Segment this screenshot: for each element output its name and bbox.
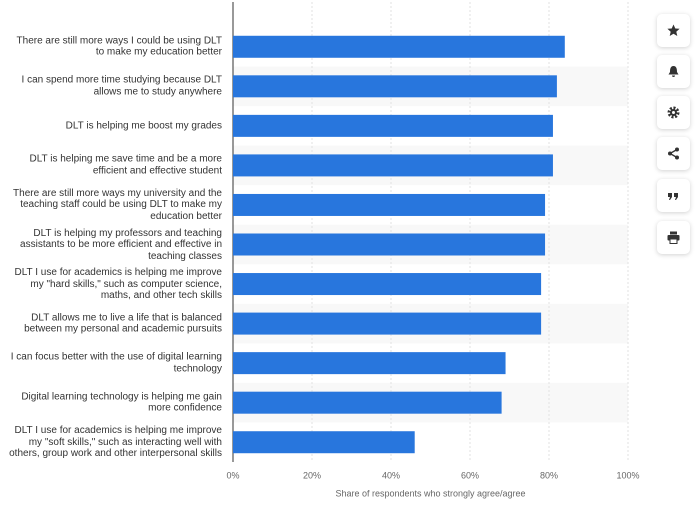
bar	[233, 352, 506, 375]
category-label: Digital learning technology is helping m…	[21, 391, 222, 414]
x-tick-label: 40%	[382, 470, 400, 480]
share-button[interactable]	[657, 137, 690, 170]
x-tick-label: 80%	[540, 470, 558, 480]
cite-button[interactable]	[657, 179, 690, 212]
icon	[667, 24, 680, 36]
icon	[667, 106, 680, 119]
bar	[233, 273, 542, 296]
category-label: I can spend more time studying because D…	[21, 74, 222, 98]
bar	[233, 114, 553, 137]
bar	[233, 193, 546, 216]
bar	[233, 312, 542, 335]
bar	[233, 391, 502, 414]
x-tick-label: 100%	[616, 470, 639, 480]
bar	[233, 431, 415, 454]
chart: 0% 20% 40% 60% 80% 100% Share of respondents w…	[226, 2, 640, 498]
x-tick-label: 60%	[461, 470, 479, 480]
category-label: DLT is helping me save time and be a mor…	[29, 153, 222, 177]
icon	[668, 193, 678, 200]
bar	[233, 35, 565, 58]
category-label: I can focus better with the use of digit…	[10, 351, 222, 375]
print-button[interactable]	[657, 221, 690, 254]
bell-button[interactable]	[657, 55, 690, 88]
bar	[233, 75, 557, 98]
icon	[667, 231, 680, 244]
category-label: DLT allows me to live a life that is bal…	[24, 312, 222, 335]
x-axis-label: Share of respondents who strongly agree/…	[335, 488, 525, 498]
category-label: DLT is helping my professors and teachin…	[20, 227, 222, 262]
category-label: DLT I use for academics is helping me im…	[9, 424, 222, 459]
x-tick-label: 0%	[226, 470, 239, 480]
icon	[668, 147, 679, 160]
category-label: DLT I use for academics is helping me im…	[14, 266, 223, 301]
category-label: There are still more ways my university …	[13, 187, 222, 222]
x-tick-label: 20%	[303, 470, 321, 480]
star-button[interactable]	[657, 14, 690, 47]
category-label: There are still more ways I could be usi…	[16, 35, 222, 58]
bar	[233, 154, 553, 177]
category-label: DLT is helping me boost my grades	[65, 120, 222, 132]
icon	[668, 66, 679, 77]
settings-button[interactable]	[657, 96, 690, 129]
bar	[233, 233, 546, 256]
